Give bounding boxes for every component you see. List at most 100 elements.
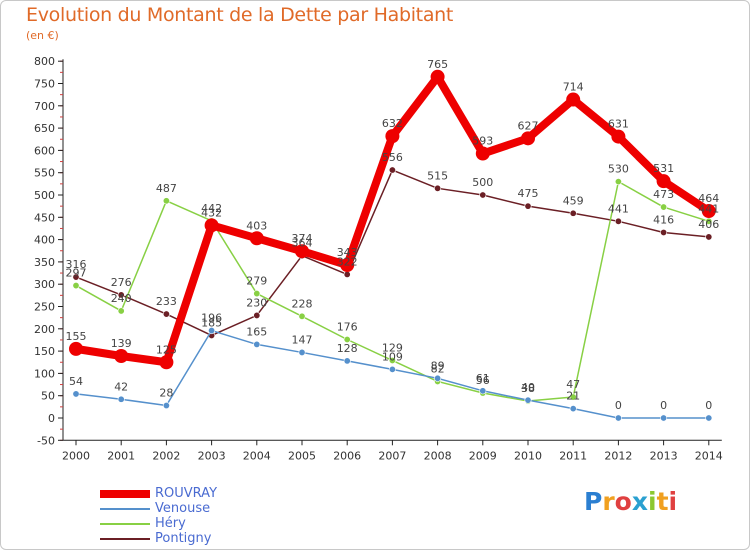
data-label: 374: [292, 232, 313, 245]
data-label: 82: [431, 362, 445, 375]
y-tick-label: 50: [41, 390, 55, 403]
x-tick-label: 2005: [288, 449, 316, 462]
data-point: [566, 92, 581, 107]
y-tick-label: 400: [34, 234, 55, 247]
legend-label: Héry: [155, 516, 186, 531]
y-tick-label: 150: [34, 345, 55, 358]
data-label: 714: [563, 81, 584, 94]
y-tick-label: 700: [34, 100, 55, 113]
data-label: 139: [111, 337, 132, 350]
data-point: [434, 374, 442, 382]
data-point: [162, 402, 170, 410]
y-tick-label: 200: [34, 323, 55, 336]
data-label: 531: [653, 162, 674, 175]
data-label: 441: [698, 202, 719, 215]
y-tick-label: 500: [34, 189, 55, 202]
data-point: [253, 311, 261, 319]
y-tick-label: -50: [37, 434, 55, 447]
data-label: 0: [615, 399, 622, 412]
legend-swatch: [100, 508, 150, 510]
data-label: 109: [382, 350, 403, 363]
data-label: 230: [246, 296, 267, 309]
chart-subtitle: (en €): [26, 29, 59, 42]
data-label: 89: [431, 359, 445, 372]
x-tick-label: 2001: [107, 449, 135, 462]
data-label: 125: [156, 343, 177, 356]
data-point: [69, 341, 83, 356]
data-point: [524, 396, 532, 404]
data-point: [705, 414, 713, 422]
data-point: [388, 365, 396, 373]
data-point: [656, 174, 671, 189]
y-tick-label: 0: [48, 412, 55, 425]
data-label: 475: [518, 187, 539, 200]
data-label: 487: [156, 182, 177, 195]
data-label: 473: [653, 188, 674, 201]
data-point: [204, 218, 219, 233]
y-tick-label: 450: [34, 211, 55, 224]
data-label: 54: [69, 375, 83, 388]
data-label: 343: [337, 246, 358, 259]
data-point: [660, 228, 668, 236]
data-point: [117, 395, 125, 403]
x-tick-label: 2007: [378, 449, 406, 462]
data-label: 21: [566, 390, 580, 403]
data-label: 297: [66, 267, 87, 280]
y-tick-label: 250: [34, 301, 55, 314]
data-label: 129: [382, 341, 403, 354]
y-tick-label: 750: [34, 78, 55, 91]
data-point: [72, 390, 80, 398]
data-label: 47: [566, 378, 580, 391]
data-label: 228: [292, 297, 313, 310]
data-point: [479, 191, 487, 199]
data-point: [701, 204, 716, 219]
data-label: 403: [246, 219, 267, 232]
data-label: 593: [472, 135, 493, 148]
y-tick-label: 550: [34, 167, 55, 180]
y-tick-label: 300: [34, 278, 55, 291]
data-label: 416: [653, 213, 674, 226]
x-tick-label: 2012: [604, 449, 632, 462]
data-label: 276: [111, 276, 132, 289]
data-point: [614, 414, 622, 422]
legend-swatch: [100, 490, 150, 498]
x-tick-label: 2010: [514, 449, 542, 462]
data-point: [660, 203, 668, 211]
x-tick-label: 2006: [333, 449, 361, 462]
data-label: 56: [476, 374, 490, 387]
data-label: 61: [476, 372, 490, 385]
legend-label: Venouse: [155, 501, 211, 516]
x-tick-label: 2004: [243, 449, 271, 462]
data-label: 530: [608, 163, 629, 176]
y-tick-label: 350: [34, 256, 55, 269]
data-point: [479, 387, 487, 395]
y-tick-label: 600: [34, 144, 55, 157]
data-point: [614, 217, 622, 225]
x-tick-label: 2013: [650, 449, 678, 462]
data-label: 500: [472, 176, 493, 189]
legend-label: Pontigny: [155, 531, 212, 546]
x-tick-label: 2014: [695, 449, 723, 462]
data-label: 459: [563, 194, 584, 207]
data-label: 432: [201, 206, 222, 219]
data-point: [388, 166, 396, 174]
data-point: [253, 340, 261, 348]
y-tick-label: 800: [34, 55, 55, 68]
data-label: 556: [382, 151, 403, 164]
data-label: 627: [518, 119, 539, 132]
data-point: [253, 290, 261, 298]
data-point: [569, 405, 577, 413]
legend-label: ROUVRAY: [155, 486, 218, 501]
data-point: [343, 270, 351, 278]
y-tick-label: 650: [34, 122, 55, 135]
data-point: [430, 69, 445, 84]
data-point: [208, 327, 216, 335]
data-point: [298, 312, 306, 320]
data-point: [475, 146, 490, 161]
data-label: 765: [427, 58, 448, 71]
data-label: 128: [337, 342, 358, 355]
data-label: 322: [337, 255, 358, 268]
x-tick-label: 2008: [424, 449, 452, 462]
data-point: [343, 336, 351, 344]
